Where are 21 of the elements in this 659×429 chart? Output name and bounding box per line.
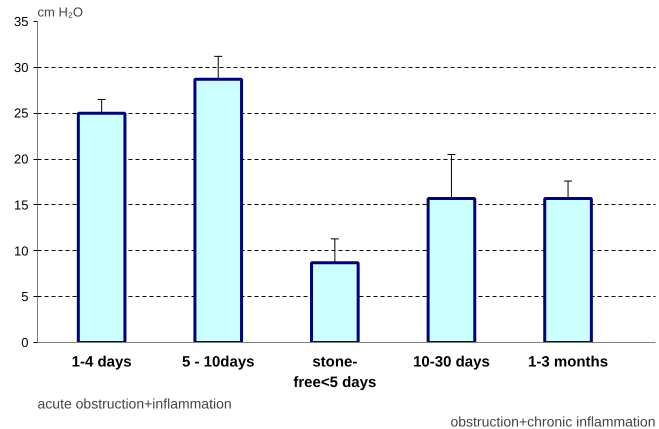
- y-tick-label: 35: [14, 14, 29, 29]
- text: acute obstruction+inflammation: [38, 396, 232, 412]
- y-tick-label: 5: [21, 289, 29, 304]
- y-tick-label: 0: [21, 335, 29, 350]
- x-tick-label: 10-30 days: [413, 354, 490, 370]
- y-tick-label: 25: [14, 106, 29, 121]
- bar: [193, 78, 244, 342]
- text: obstruction+chronic inflammation: [450, 414, 656, 429]
- y-tick-label: 20: [14, 152, 29, 167]
- x-tick-label: 1-3 months: [528, 354, 608, 370]
- y-tick-label: 30: [14, 60, 29, 75]
- x-tick-label: stone- free<5 days: [293, 354, 376, 391]
- y-axis-title: cm H₂O: [38, 4, 83, 20]
- y-tick-label: 15: [14, 197, 29, 212]
- x-tick-label: 5 - 10days: [182, 354, 255, 370]
- y-tick-label: 10: [14, 243, 29, 258]
- bar: [310, 261, 360, 342]
- bar: [76, 112, 126, 342]
- bar: [543, 197, 593, 342]
- x-tick-label: 1-4 days: [72, 354, 132, 370]
- bar: [426, 197, 476, 342]
